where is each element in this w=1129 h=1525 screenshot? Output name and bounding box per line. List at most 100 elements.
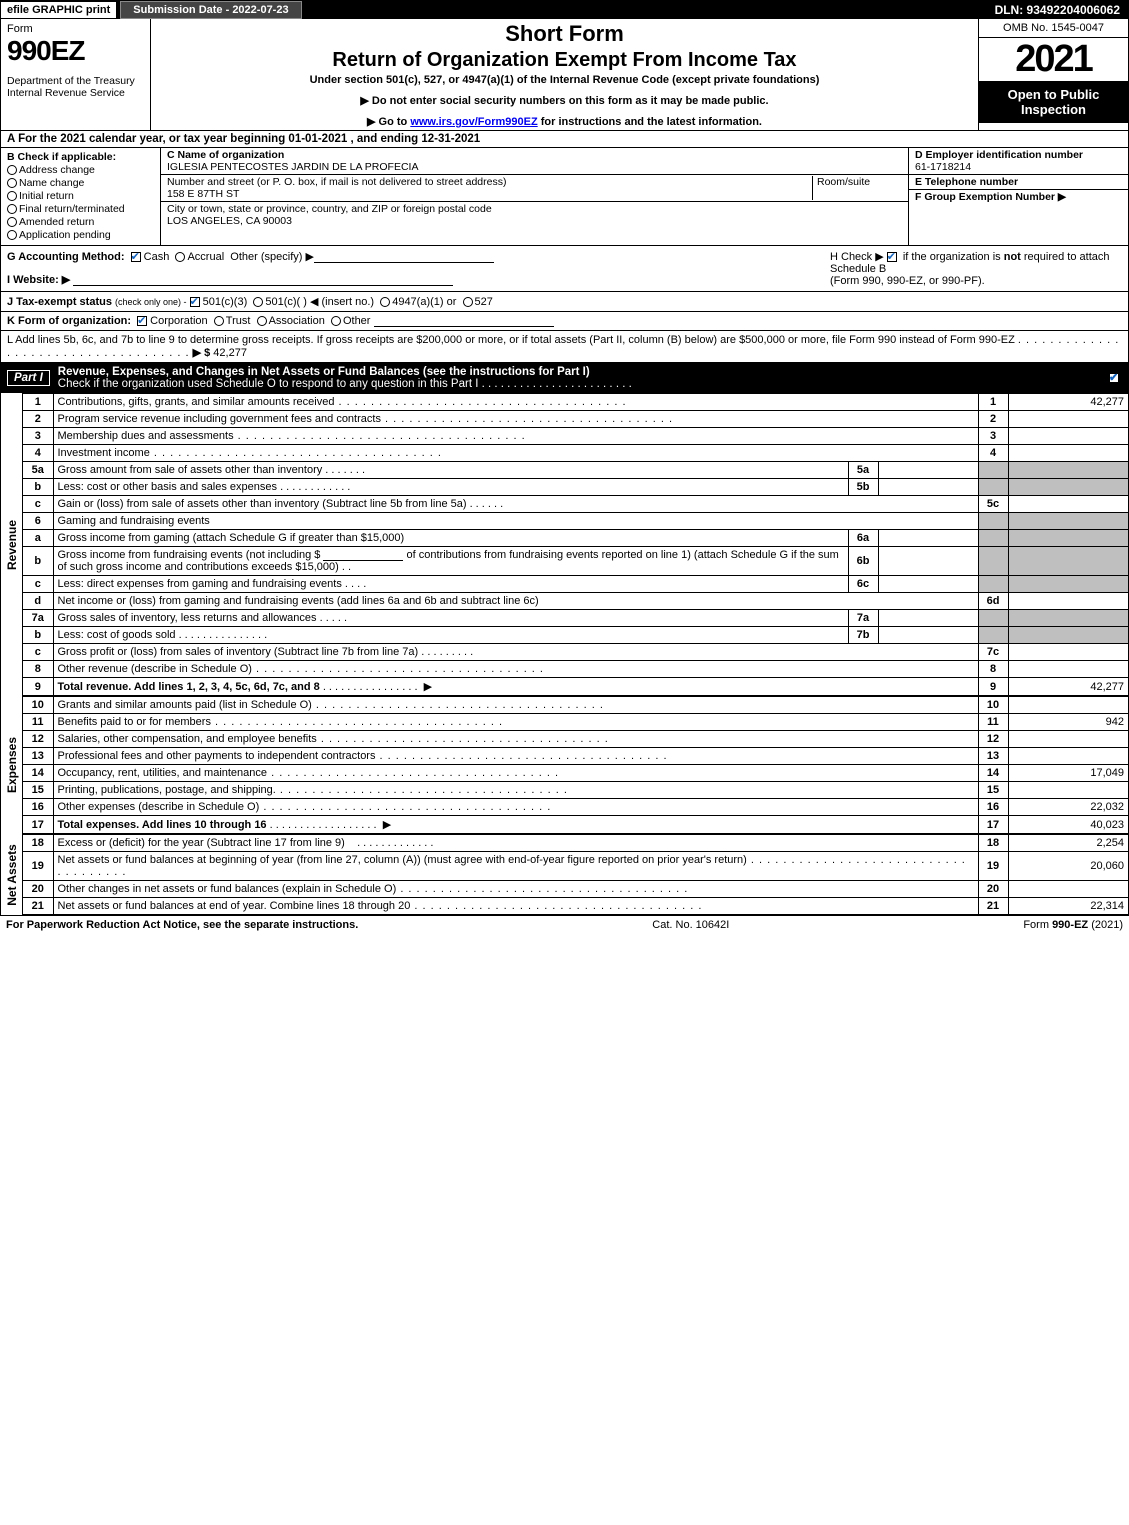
header-right: OMB No. 1545-0047 2021 Open to Public In… xyxy=(978,19,1128,130)
h-pre: H Check ▶ xyxy=(830,251,887,263)
tax-year: 2021 xyxy=(979,38,1128,81)
dept-treasury: Department of the Treasury Internal Reve… xyxy=(7,75,144,99)
part-1-num: Part I xyxy=(7,370,50,386)
netassets-table: 18Excess or (deficit) for the year (Subt… xyxy=(23,834,1128,915)
d-ein-cell: D Employer identification number 61-1718… xyxy=(909,148,1128,175)
note2-pre: ▶ Go to xyxy=(367,116,410,128)
chk-trust[interactable] xyxy=(214,316,224,326)
col-c-org: C Name of organization IGLESIA PENTECOST… xyxy=(161,148,908,245)
col-b-checkboxes: B Check if applicable: Address change Na… xyxy=(1,148,161,245)
c-name-cell: C Name of organization IGLESIA PENTECOST… xyxy=(161,148,908,175)
chk-527[interactable] xyxy=(463,297,473,307)
efile-print-button[interactable]: efile GRAPHIC print xyxy=(1,2,116,18)
chk-association[interactable] xyxy=(257,316,267,326)
k-other-input[interactable] xyxy=(374,315,554,327)
line-6a: aGross income from gaming (attach Schedu… xyxy=(23,530,1128,547)
row-k-form-org: K Form of organization: Corporation Trus… xyxy=(1,312,1128,331)
org-street: 158 E 87TH ST xyxy=(167,188,812,200)
website-input[interactable] xyxy=(73,274,453,286)
org-name: IGLESIA PENTECOSTES JARDIN DE LA PROFECI… xyxy=(167,161,902,173)
chk-accrual[interactable] xyxy=(175,252,185,262)
section-bcdef: B Check if applicable: Address change Na… xyxy=(1,148,1128,246)
h-mid: if the organization is xyxy=(903,251,1004,263)
chk-4947[interactable] xyxy=(380,297,390,307)
row-gh: G Accounting Method: Cash Accrual Other … xyxy=(1,246,1128,292)
line-15: 15Printing, publications, postage, and s… xyxy=(23,782,1128,799)
chk-initial-return[interactable]: Initial return xyxy=(7,190,154,202)
chk-schedule-o[interactable] xyxy=(1109,373,1119,383)
h-schedule-b: H Check ▶ if the organization is not req… xyxy=(822,250,1122,287)
chk-schedule-b[interactable] xyxy=(887,252,897,262)
line-7b: bLess: cost of goods sold . . . . . . . … xyxy=(23,627,1128,644)
line-9: 9Total revenue. Add lines 1, 2, 3, 4, 5c… xyxy=(23,678,1128,696)
g-accounting: G Accounting Method: Cash Accrual Other … xyxy=(7,250,822,287)
line-20: 20Other changes in net assets or fund ba… xyxy=(23,881,1128,898)
c-city-cell: City or town, state or province, country… xyxy=(161,202,908,228)
main-title: Return of Organization Exempt From Incom… xyxy=(159,49,970,72)
line-16: 16Other expenses (describe in Schedule O… xyxy=(23,799,1128,816)
other-label: Other (specify) ▶ xyxy=(230,251,314,263)
line-10: 10Grants and similar amounts paid (list … xyxy=(23,697,1128,714)
j-501c: 501(c)( ) ◀ (insert no.) xyxy=(265,296,374,308)
d-ein-label: D Employer identification number xyxy=(915,149,1122,161)
k-corp: Corporation xyxy=(150,315,207,327)
line-1: 1Contributions, gifts, grants, and simil… xyxy=(23,394,1128,411)
line-6: 6Gaming and fundraising events xyxy=(23,513,1128,530)
c-addr-label: Number and street (or P. O. box, if mail… xyxy=(167,176,812,188)
expenses-block: Expenses 10Grants and similar amounts pa… xyxy=(1,696,1128,834)
subtitle: Under section 501(c), 527, or 4947(a)(1)… xyxy=(159,74,970,86)
line-6c: cLess: direct expenses from gaming and f… xyxy=(23,576,1128,593)
k-assoc: Association xyxy=(269,315,325,327)
line-4: 4Investment income4 xyxy=(23,445,1128,462)
chk-address-change[interactable]: Address change xyxy=(7,164,154,176)
chk-final-return[interactable]: Final return/terminated xyxy=(7,203,154,215)
open-inspection: Open to Public Inspection xyxy=(979,81,1128,123)
line-14: 14Occupancy, rent, utilities, and mainte… xyxy=(23,765,1128,782)
submission-date-button[interactable]: Submission Date - 2022-07-23 xyxy=(120,1,301,19)
j-501c3: 501(c)(3) xyxy=(203,296,248,308)
form-number: 990EZ xyxy=(7,35,144,67)
chk-501c3[interactable] xyxy=(190,297,200,307)
line-6d: dNet income or (loss) from gaming and fu… xyxy=(23,593,1128,610)
col-def: D Employer identification number 61-1718… xyxy=(908,148,1128,245)
line-6b: bGross income from fundraising events (n… xyxy=(23,547,1128,576)
j-4947: 4947(a)(1) or xyxy=(392,296,456,308)
page-footer: For Paperwork Reduction Act Notice, see … xyxy=(0,916,1129,934)
e-phone-cell: E Telephone number xyxy=(909,175,1128,190)
chk-amended-return[interactable]: Amended return xyxy=(7,216,154,228)
chk-name-change[interactable]: Name change xyxy=(7,177,154,189)
line-12: 12Salaries, other compensation, and empl… xyxy=(23,731,1128,748)
k-trust: Trust xyxy=(226,315,251,327)
line-21: 21Net assets or fund balances at end of … xyxy=(23,898,1128,915)
short-form-title: Short Form xyxy=(159,21,970,47)
chk-application-pending[interactable]: Application pending xyxy=(7,229,154,241)
e-phone-label: E Telephone number xyxy=(915,176,1122,188)
l-value: 42,277 xyxy=(213,347,247,359)
row-j-tax-exempt: J Tax-exempt status (check only one) - 5… xyxy=(1,292,1128,312)
expenses-vlabel: Expenses xyxy=(1,696,23,834)
footer-paperwork: For Paperwork Reduction Act Notice, see … xyxy=(6,919,358,931)
footer-catno: Cat. No. 10642I xyxy=(652,919,729,931)
chk-cash[interactable] xyxy=(131,252,141,262)
line-11: 11Benefits paid to or for members11942 xyxy=(23,714,1128,731)
l-arrow: ▶ $ xyxy=(193,347,211,359)
line-5c: cGain or (loss) from sale of assets othe… xyxy=(23,496,1128,513)
revenue-table: 1Contributions, gifts, grants, and simil… xyxy=(23,393,1128,696)
irs-link[interactable]: www.irs.gov/Form990EZ xyxy=(410,116,537,128)
chk-corporation[interactable] xyxy=(137,316,147,326)
room-suite-label: Room/suite xyxy=(812,176,902,200)
row-l-gross-receipts: L Add lines 5b, 6c, and 7b to line 9 to … xyxy=(1,331,1128,363)
line-3: 3Membership dues and assessments3 xyxy=(23,428,1128,445)
footer-formref: Form 990-EZ (2021) xyxy=(1023,919,1123,931)
h-txt4: (Form 990, 990-EZ, or 990-PF). xyxy=(830,275,985,287)
other-specify-input[interactable] xyxy=(314,251,494,263)
chk-other-org[interactable] xyxy=(331,316,341,326)
header-left: Form 990EZ Department of the Treasury In… xyxy=(1,19,151,130)
chk-501c[interactable] xyxy=(253,297,263,307)
line-19: 19Net assets or fund balances at beginni… xyxy=(23,852,1128,881)
j-label: J Tax-exempt status xyxy=(7,296,112,308)
part-1-title: Revenue, Expenses, and Changes in Net As… xyxy=(58,366,1109,390)
revenue-block: Revenue 1Contributions, gifts, grants, a… xyxy=(1,393,1128,696)
line-17: 17Total expenses. Add lines 10 through 1… xyxy=(23,816,1128,834)
ein-value: 61-1718214 xyxy=(915,161,1122,173)
